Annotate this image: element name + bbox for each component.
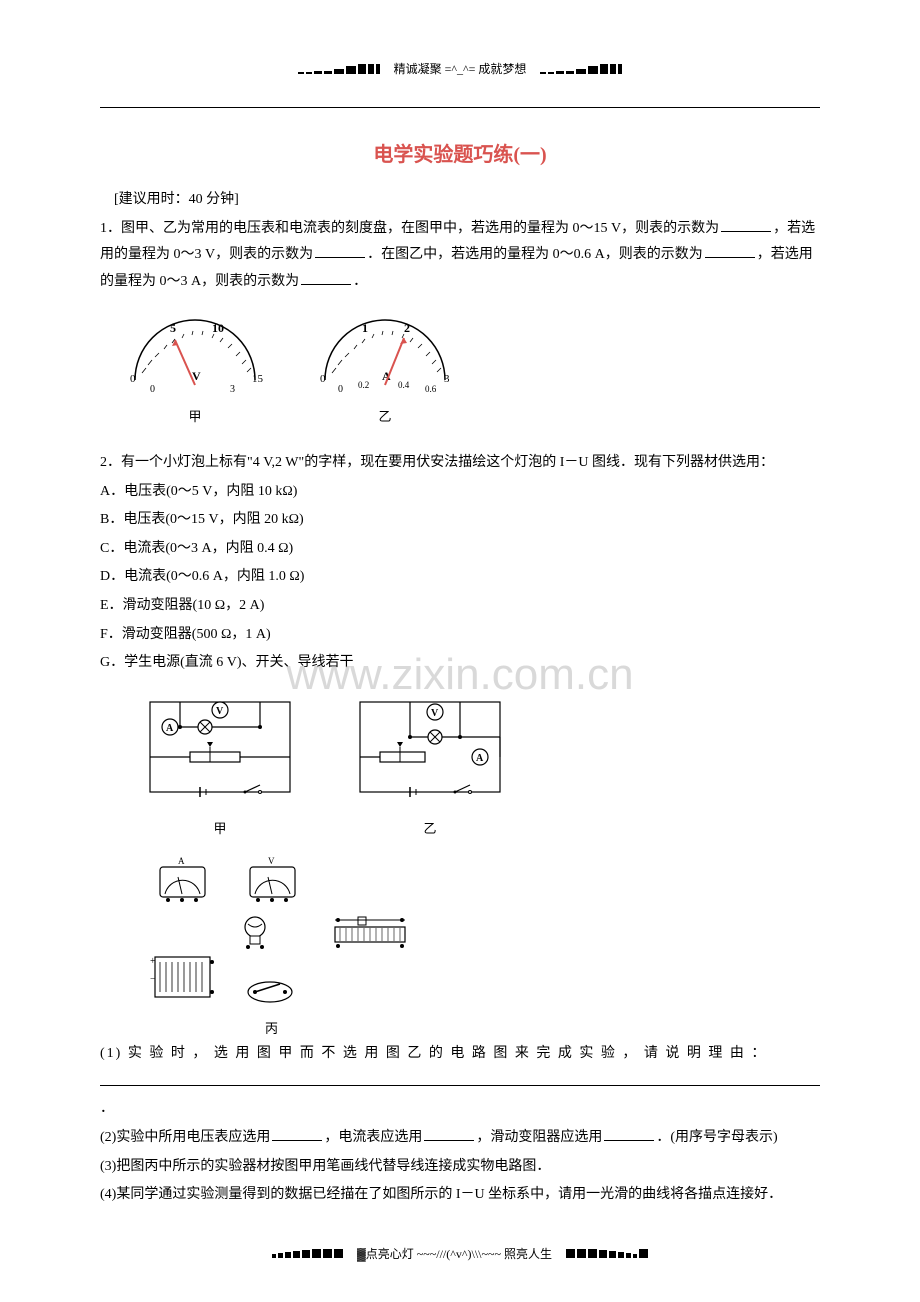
svg-text:V: V — [431, 708, 439, 719]
meter-yi-label: 乙 — [378, 405, 391, 430]
svg-text:3: 3 — [230, 384, 235, 395]
svg-text:0: 0 — [320, 373, 326, 385]
svg-text:A: A — [178, 856, 185, 866]
sub-q4: (4)某同学通过实验测量得到的数据已经描在了如图所示的 I－U 坐标系中，请用一… — [100, 1182, 820, 1209]
block-pattern-left — [298, 64, 380, 74]
header-rule — [100, 107, 820, 108]
header-decoration: 精诚凝聚 =^_^= 成就梦想 — [100, 60, 820, 77]
circuit-diagrams: V A 甲 — [140, 692, 820, 842]
svg-text:0: 0 — [338, 384, 343, 395]
svg-text:V: V — [268, 856, 275, 866]
question-2-intro: 2．有一个小灯泡上标有"4 V,2 W"的字样，现在要用伏安法描绘这个灯泡的 I… — [100, 450, 820, 477]
meter-jia: 0 5 10 15 0 V 3 甲 — [120, 310, 270, 430]
circuit-jia-label: 甲 — [213, 817, 226, 842]
circuit-jia: V A 甲 — [140, 692, 300, 842]
option-g: G．学生电源(直流 6 V)、开关、导线若干 — [100, 650, 820, 677]
svg-text:15: 15 — [252, 373, 264, 385]
footer-text: ▓点亮心灯 ~~~///(^v^)\\\~~~ 照亮人生 — [357, 1245, 552, 1262]
question-1: 1．图甲、乙为常用的电压表和电流表的刻度盘，在图甲中，若选用的量程为 0～15 … — [100, 216, 820, 296]
header-text: 精诚凝聚 =^_^= 成就梦想 — [394, 60, 527, 77]
footer-pattern-left — [272, 1249, 343, 1258]
option-b: B．电压表(0～15 V，内阻 20 kΩ) — [100, 507, 820, 534]
block-pattern-right — [540, 64, 622, 74]
content: [建议用时：40 分钟] 1．图甲、乙为常用的电压表和电流表的刻度盘，在图甲中，… — [100, 187, 820, 1209]
svg-text:2: 2 — [404, 321, 410, 335]
sub-q2: (2)实验中所用电压表应选用，电流表应选用，滑动变阻器应选用．(用序号字母表示) — [100, 1125, 820, 1152]
voltmeter-needle — [175, 340, 195, 385]
svg-text:A: A — [166, 723, 174, 734]
circuit-bing: A V — [140, 852, 820, 1042]
footer-decoration: ▓点亮心灯 ~~~///(^v^)\\\~~~ 照亮人生 — [100, 1245, 820, 1262]
footer-pattern-right — [566, 1249, 648, 1258]
svg-text:3: 3 — [444, 373, 450, 385]
svg-text:+: + — [150, 956, 156, 967]
option-e: E．滑动变阻器(10 Ω，2 A) — [100, 593, 820, 620]
svg-text:0.4: 0.4 — [398, 380, 410, 390]
svg-text:5: 5 — [170, 321, 176, 335]
circuit-bing-svg: A V — [140, 852, 440, 1012]
svg-text:V: V — [216, 706, 224, 717]
time-note: [建议用时：40 分钟] — [100, 187, 820, 214]
ammeter-svg: 0 1 2 3 0 0.2 A 0.4 0.6 — [310, 310, 460, 400]
svg-text:0: 0 — [130, 373, 136, 385]
svg-text:1: 1 — [362, 321, 368, 335]
svg-text:0.2: 0.2 — [358, 380, 369, 390]
meter-yi: 0 1 2 3 0 0.2 A 0.4 0.6 — [310, 310, 460, 430]
svg-text:0.6: 0.6 — [425, 384, 437, 394]
svg-text:−: − — [150, 974, 156, 985]
meter-row: 0 5 10 15 0 V 3 甲 — [120, 310, 820, 430]
page-title: 电学实验题巧练(一) — [100, 138, 820, 167]
circuit-jia-svg: V A — [140, 692, 300, 812]
circuit-bing-label: 丙 — [265, 1017, 278, 1042]
option-a: A．电压表(0～5 V，内阻 10 kΩ) — [100, 479, 820, 506]
circuit-yi: V A 乙 — [350, 692, 510, 842]
circuit-yi-label: 乙 — [423, 817, 436, 842]
voltmeter-svg: 0 5 10 15 0 V 3 — [120, 310, 270, 400]
circuit-yi-svg: V A — [350, 692, 510, 812]
option-c: C．电流表(0～3 A，内阻 0.4 Ω) — [100, 536, 820, 563]
ammeter-needle — [385, 338, 404, 385]
meter-jia-label: 甲 — [188, 405, 201, 430]
svg-text:A: A — [476, 753, 484, 764]
svg-text:10: 10 — [212, 321, 224, 335]
sub-q1: (1) 实 验 时 ， 选 用 图 甲 而 不 选 用 图 乙 的 电 路 图 … — [100, 1041, 820, 1068]
svg-text:0: 0 — [150, 384, 155, 395]
option-f: F．滑动变阻器(500 Ω，1 A) — [100, 622, 820, 649]
sub-q1-blank: ． — [100, 1070, 820, 1123]
sub-q3: (3)把图丙中所示的实验器材按图甲用笔画线代替导线连接成实物电路图． — [100, 1154, 820, 1181]
option-d: D．电流表(0～0.6 A，内阻 1.0 Ω) — [100, 564, 820, 591]
